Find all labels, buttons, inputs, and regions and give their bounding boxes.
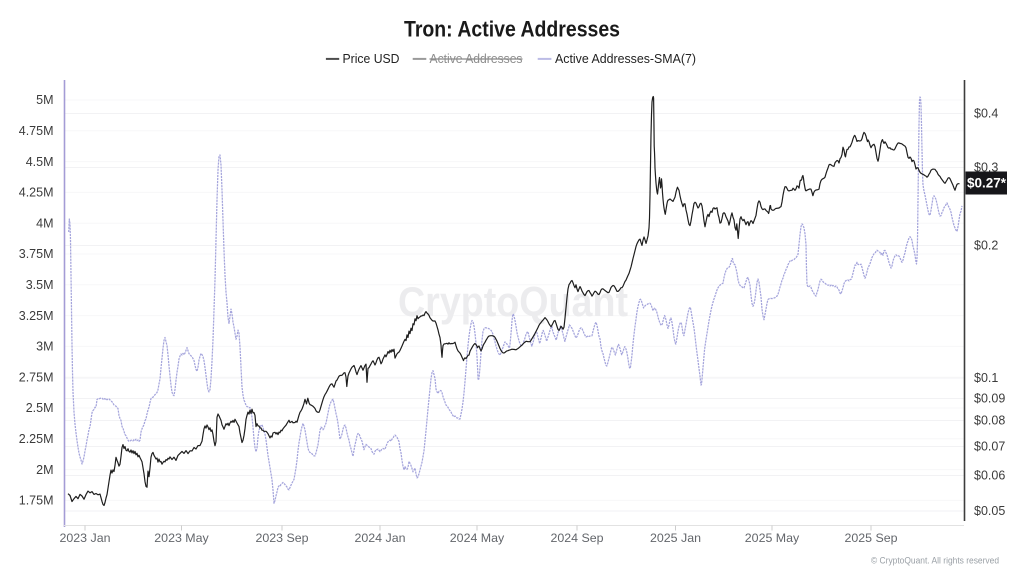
svg-text:2023 Sep: 2023 Sep	[255, 531, 308, 545]
svg-text:Active Addresses-SMA(7): Active Addresses-SMA(7)	[555, 51, 696, 66]
svg-text:Tron: Active Addresses: Tron: Active Addresses	[404, 17, 620, 42]
svg-text:$0.27*: $0.27*	[967, 176, 1007, 191]
svg-text:4.75M: 4.75M	[19, 124, 54, 138]
svg-text:1.75M: 1.75M	[19, 494, 54, 508]
svg-text:3M: 3M	[36, 340, 53, 354]
svg-text:$0.09: $0.09	[974, 392, 1005, 406]
svg-text:2023 Jan: 2023 Jan	[60, 531, 111, 545]
svg-text:2024 May: 2024 May	[450, 531, 505, 545]
svg-text:$0.4: $0.4	[974, 107, 998, 121]
svg-text:$0.1: $0.1	[974, 371, 998, 385]
svg-text:$0.3: $0.3	[974, 161, 998, 175]
svg-text:3.25M: 3.25M	[19, 309, 54, 323]
svg-text:2M: 2M	[36, 463, 53, 477]
svg-text:2.5M: 2.5M	[26, 401, 54, 415]
svg-text:$0.07: $0.07	[974, 440, 1005, 454]
svg-text:4.5M: 4.5M	[26, 155, 54, 169]
svg-text:$0.06: $0.06	[974, 469, 1005, 483]
svg-text:2024 Sep: 2024 Sep	[550, 531, 603, 545]
svg-text:2023 May: 2023 May	[154, 531, 209, 545]
svg-text:2.75M: 2.75M	[19, 370, 54, 384]
svg-text:© CryptoQuant. All rights rese: © CryptoQuant. All rights reserved	[871, 556, 999, 566]
svg-text:2025 Jan: 2025 Jan	[650, 531, 701, 545]
svg-text:4.25M: 4.25M	[19, 186, 54, 200]
svg-text:Price USD: Price USD	[343, 51, 400, 66]
svg-text:2025 May: 2025 May	[745, 531, 800, 545]
svg-text:2024 Jan: 2024 Jan	[355, 531, 406, 545]
svg-text:$0.2: $0.2	[974, 239, 998, 253]
svg-text:3.5M: 3.5M	[26, 278, 54, 292]
svg-text:$0.05: $0.05	[974, 504, 1005, 518]
svg-text:CryptoQuant: CryptoQuant	[398, 278, 628, 325]
svg-text:5M: 5M	[36, 93, 53, 107]
svg-text:2.25M: 2.25M	[19, 432, 54, 446]
svg-text:4M: 4M	[36, 216, 53, 230]
svg-text:2025 Sep: 2025 Sep	[844, 531, 897, 545]
svg-text:Active Addresses: Active Addresses	[430, 51, 523, 66]
svg-text:$0.08: $0.08	[974, 414, 1005, 428]
svg-text:3.75M: 3.75M	[19, 247, 54, 261]
